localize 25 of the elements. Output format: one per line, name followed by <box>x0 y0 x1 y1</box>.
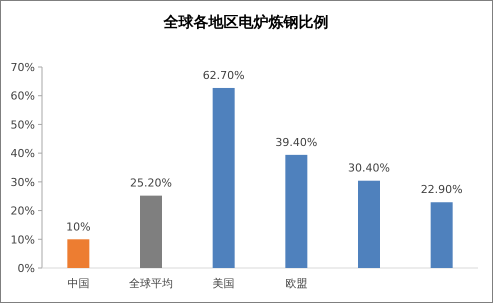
bar <box>67 239 90 268</box>
bar <box>140 196 162 268</box>
y-tick-label: 40% <box>10 147 35 160</box>
chart-title: 全球各地区电炉炼钢比例 <box>162 13 328 31</box>
y-tick-label: 0% <box>18 262 35 275</box>
bar <box>285 154 308 268</box>
y-tick-label: 30% <box>10 176 35 189</box>
x-tick-label: 欧盟 <box>285 277 308 290</box>
data-label: 25.20% <box>130 176 172 190</box>
y-tick-label: 10% <box>10 233 35 246</box>
bar <box>430 202 453 268</box>
bar <box>212 88 235 268</box>
data-label: 30.40% <box>348 162 390 175</box>
y-tick-label: 20% <box>10 204 35 218</box>
bar <box>358 180 380 268</box>
x-tick-label: 全球平均 <box>129 277 173 290</box>
data-label: 22.90% <box>420 183 463 196</box>
y-tick-label: 50% <box>10 118 35 132</box>
x-tick-label: 美国 <box>212 277 235 290</box>
x-tick-label: 中国 <box>67 277 90 290</box>
data-label: 39.40% <box>275 136 318 149</box>
data-label: 10% <box>66 220 91 234</box>
data-label: 62.70% <box>202 68 245 82</box>
y-tick-label: 70% <box>10 61 35 74</box>
y-tick-label: 60% <box>10 90 35 103</box>
